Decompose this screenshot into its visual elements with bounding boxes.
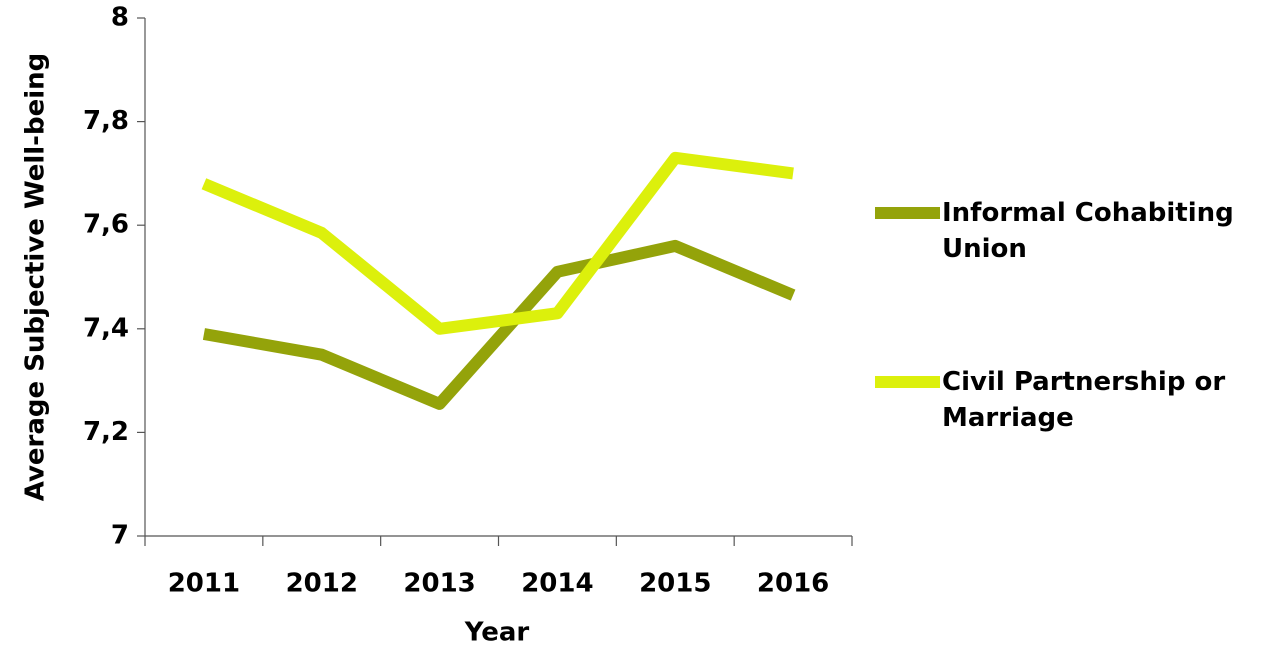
y-tick-label: 7,2 xyxy=(83,417,129,447)
y-tick-label: 7,6 xyxy=(83,210,129,240)
series-line xyxy=(201,151,794,335)
x-tick-label: 2012 xyxy=(286,569,358,599)
x-axis-title: Year xyxy=(464,618,530,648)
y-axis-title: Average Subjective Well-being xyxy=(21,53,51,502)
y-tick-label: 7,4 xyxy=(83,313,129,343)
y-tick-label: 7 xyxy=(111,521,129,551)
legend-label: Civil Partnership or Marriage xyxy=(942,367,1226,433)
x-tick-label: 2011 xyxy=(168,569,240,599)
x-tick-label: 2015 xyxy=(639,569,711,599)
x-tick-label: 2013 xyxy=(403,569,475,599)
series-line xyxy=(202,239,796,410)
y-tick-label: 7,8 xyxy=(83,106,129,136)
y-tick-label: 8 xyxy=(111,3,129,33)
x-tick-label: 2014 xyxy=(521,569,593,599)
x-tick-label: 2016 xyxy=(757,569,829,599)
legend-label: Informal Cohabiting Union xyxy=(942,198,1234,264)
